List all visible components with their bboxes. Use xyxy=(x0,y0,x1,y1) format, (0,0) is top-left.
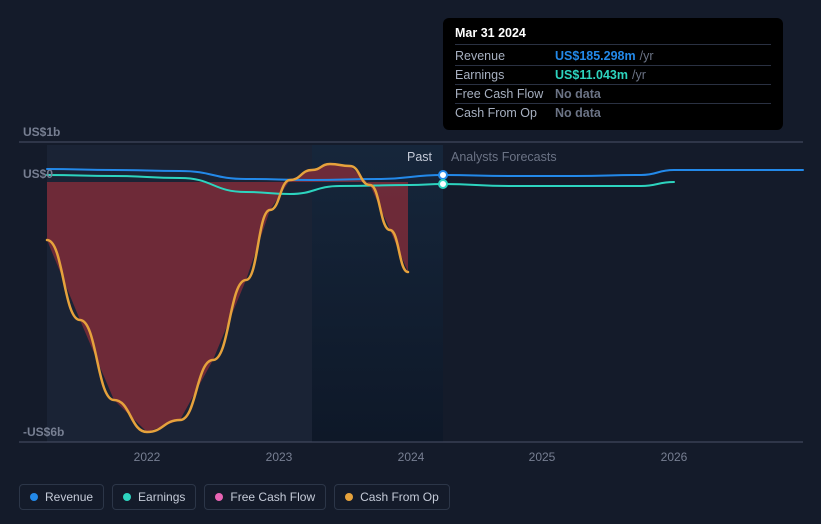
x-axis-label: 2024 xyxy=(386,450,436,464)
legend-item-earnings[interactable]: Earnings xyxy=(112,484,196,510)
legend-label: Revenue xyxy=(45,490,93,504)
x-axis-label: 2025 xyxy=(517,450,567,464)
tooltip-row-label: Earnings xyxy=(455,68,555,82)
tooltip-row: EarningsUS$11.043m/yr xyxy=(455,66,771,85)
tooltip-row-value: US$185.298m xyxy=(555,49,636,63)
tooltip-row: RevenueUS$185.298m/yr xyxy=(455,47,771,66)
tooltip-row-label: Free Cash Flow xyxy=(455,87,555,101)
legend-item-cash-from-op[interactable]: Cash From Op xyxy=(334,484,450,510)
x-axis-label: 2026 xyxy=(649,450,699,464)
past-label: Past xyxy=(407,150,432,164)
tooltip-row: Cash From OpNo data xyxy=(455,104,771,122)
y-axis-label: US$1b xyxy=(23,125,60,139)
legend-item-free-cash-flow[interactable]: Free Cash Flow xyxy=(204,484,326,510)
tooltip-row: Free Cash FlowNo data xyxy=(455,85,771,104)
chart-tooltip: Mar 31 2024 RevenueUS$185.298m/yrEarning… xyxy=(443,18,783,130)
legend-label: Cash From Op xyxy=(360,490,439,504)
tooltip-row-label: Revenue xyxy=(455,49,555,63)
legend-dot-icon xyxy=(123,493,131,501)
legend-label: Free Cash Flow xyxy=(230,490,315,504)
legend-label: Earnings xyxy=(138,490,185,504)
tooltip-row-unit: /yr xyxy=(632,68,646,82)
x-axis-label: 2022 xyxy=(122,450,172,464)
tooltip-row-value: US$11.043m xyxy=(555,68,628,82)
tooltip-row-value: No data xyxy=(555,87,601,101)
tooltip-date: Mar 31 2024 xyxy=(455,26,771,45)
legend-item-revenue[interactable]: Revenue xyxy=(19,484,104,510)
x-axis-label: 2023 xyxy=(254,450,304,464)
tooltip-row-value: No data xyxy=(555,106,601,120)
tooltip-row-unit: /yr xyxy=(640,49,654,63)
y-axis-label: US$0 xyxy=(23,167,53,181)
legend-dot-icon xyxy=(215,493,223,501)
tooltip-row-label: Cash From Op xyxy=(455,106,555,120)
forecast-label: Analysts Forecasts xyxy=(451,150,557,164)
legend-dot-icon xyxy=(345,493,353,501)
legend-dot-icon xyxy=(30,493,38,501)
y-axis-label: -US$6b xyxy=(23,425,64,439)
chart-legend: Revenue Earnings Free Cash Flow Cash From O… xyxy=(19,484,450,510)
